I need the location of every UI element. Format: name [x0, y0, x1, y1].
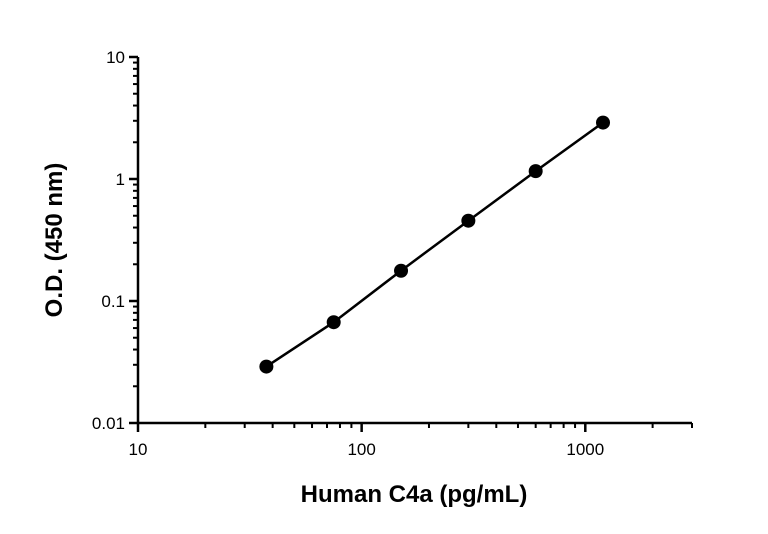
series — [259, 115, 611, 374]
x-axis-title: Human C4a (pg/mL) — [301, 481, 528, 508]
data-point — [461, 213, 476, 228]
x-tick-label: 1000 — [566, 440, 604, 459]
y-tick-label: 10 — [106, 48, 125, 67]
y-tick-label: 0.01 — [92, 414, 125, 433]
x-tick-label: 10 — [129, 440, 148, 459]
data-point — [259, 359, 274, 374]
data-point — [394, 263, 409, 278]
y-tick-label: 0.1 — [101, 292, 125, 311]
data-point — [528, 164, 543, 179]
data-point — [596, 115, 611, 130]
axes — [136, 57, 692, 425]
y-axis-title: O.D. (450 nm) — [41, 163, 68, 318]
tick-labels: 0.01 0.1 1 10 10 100 1000 — [92, 48, 604, 459]
ticks — [129, 55, 693, 432]
series-line — [265, 121, 604, 368]
x-tick-label: 100 — [347, 440, 375, 459]
y-tick-label: 1 — [116, 170, 125, 189]
data-point — [326, 315, 341, 330]
